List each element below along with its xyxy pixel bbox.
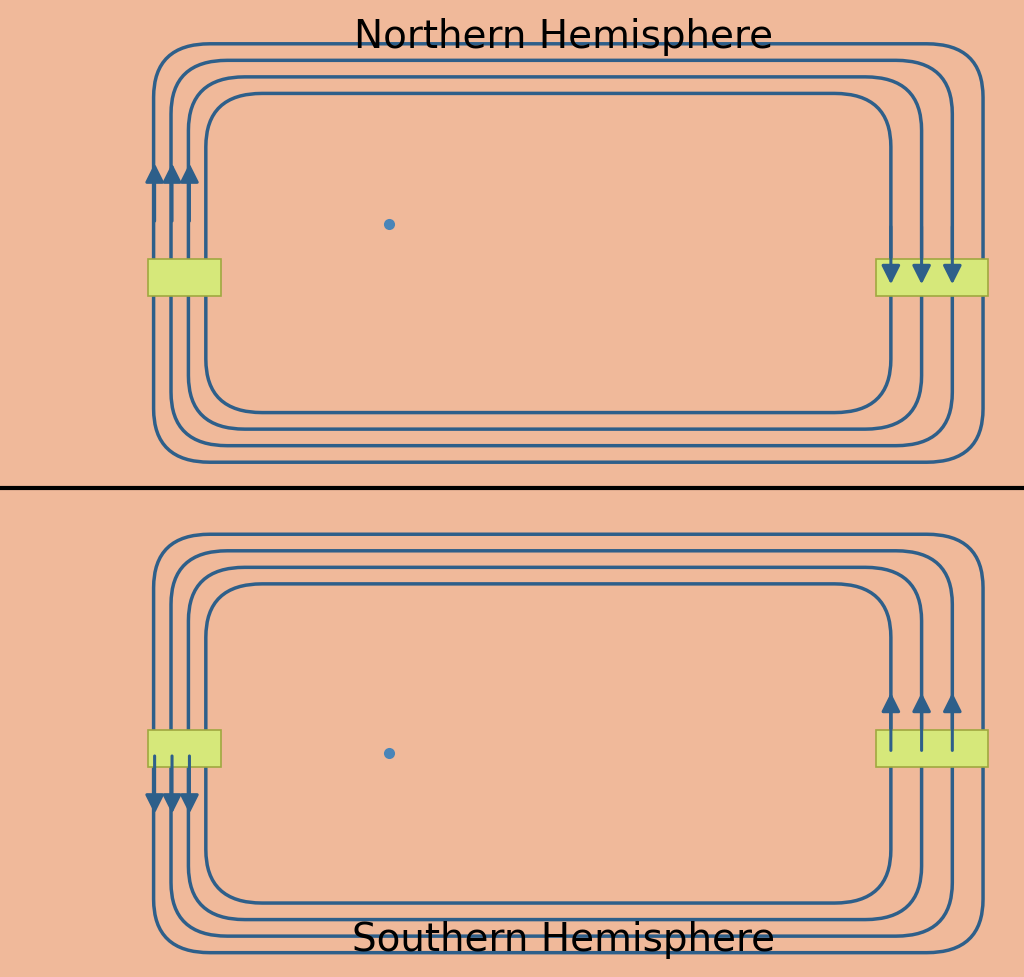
Bar — [148, 259, 221, 296]
Bar — [0, 0, 138, 487]
Text: Northern Hemisphere: Northern Hemisphere — [353, 18, 773, 56]
Bar — [876, 259, 988, 296]
Bar — [148, 730, 221, 767]
Bar — [886, 0, 1024, 487]
Bar — [886, 490, 1024, 977]
Bar — [0, 490, 138, 977]
Text: Southern Hemisphere: Southern Hemisphere — [351, 921, 775, 959]
Bar — [876, 730, 988, 767]
